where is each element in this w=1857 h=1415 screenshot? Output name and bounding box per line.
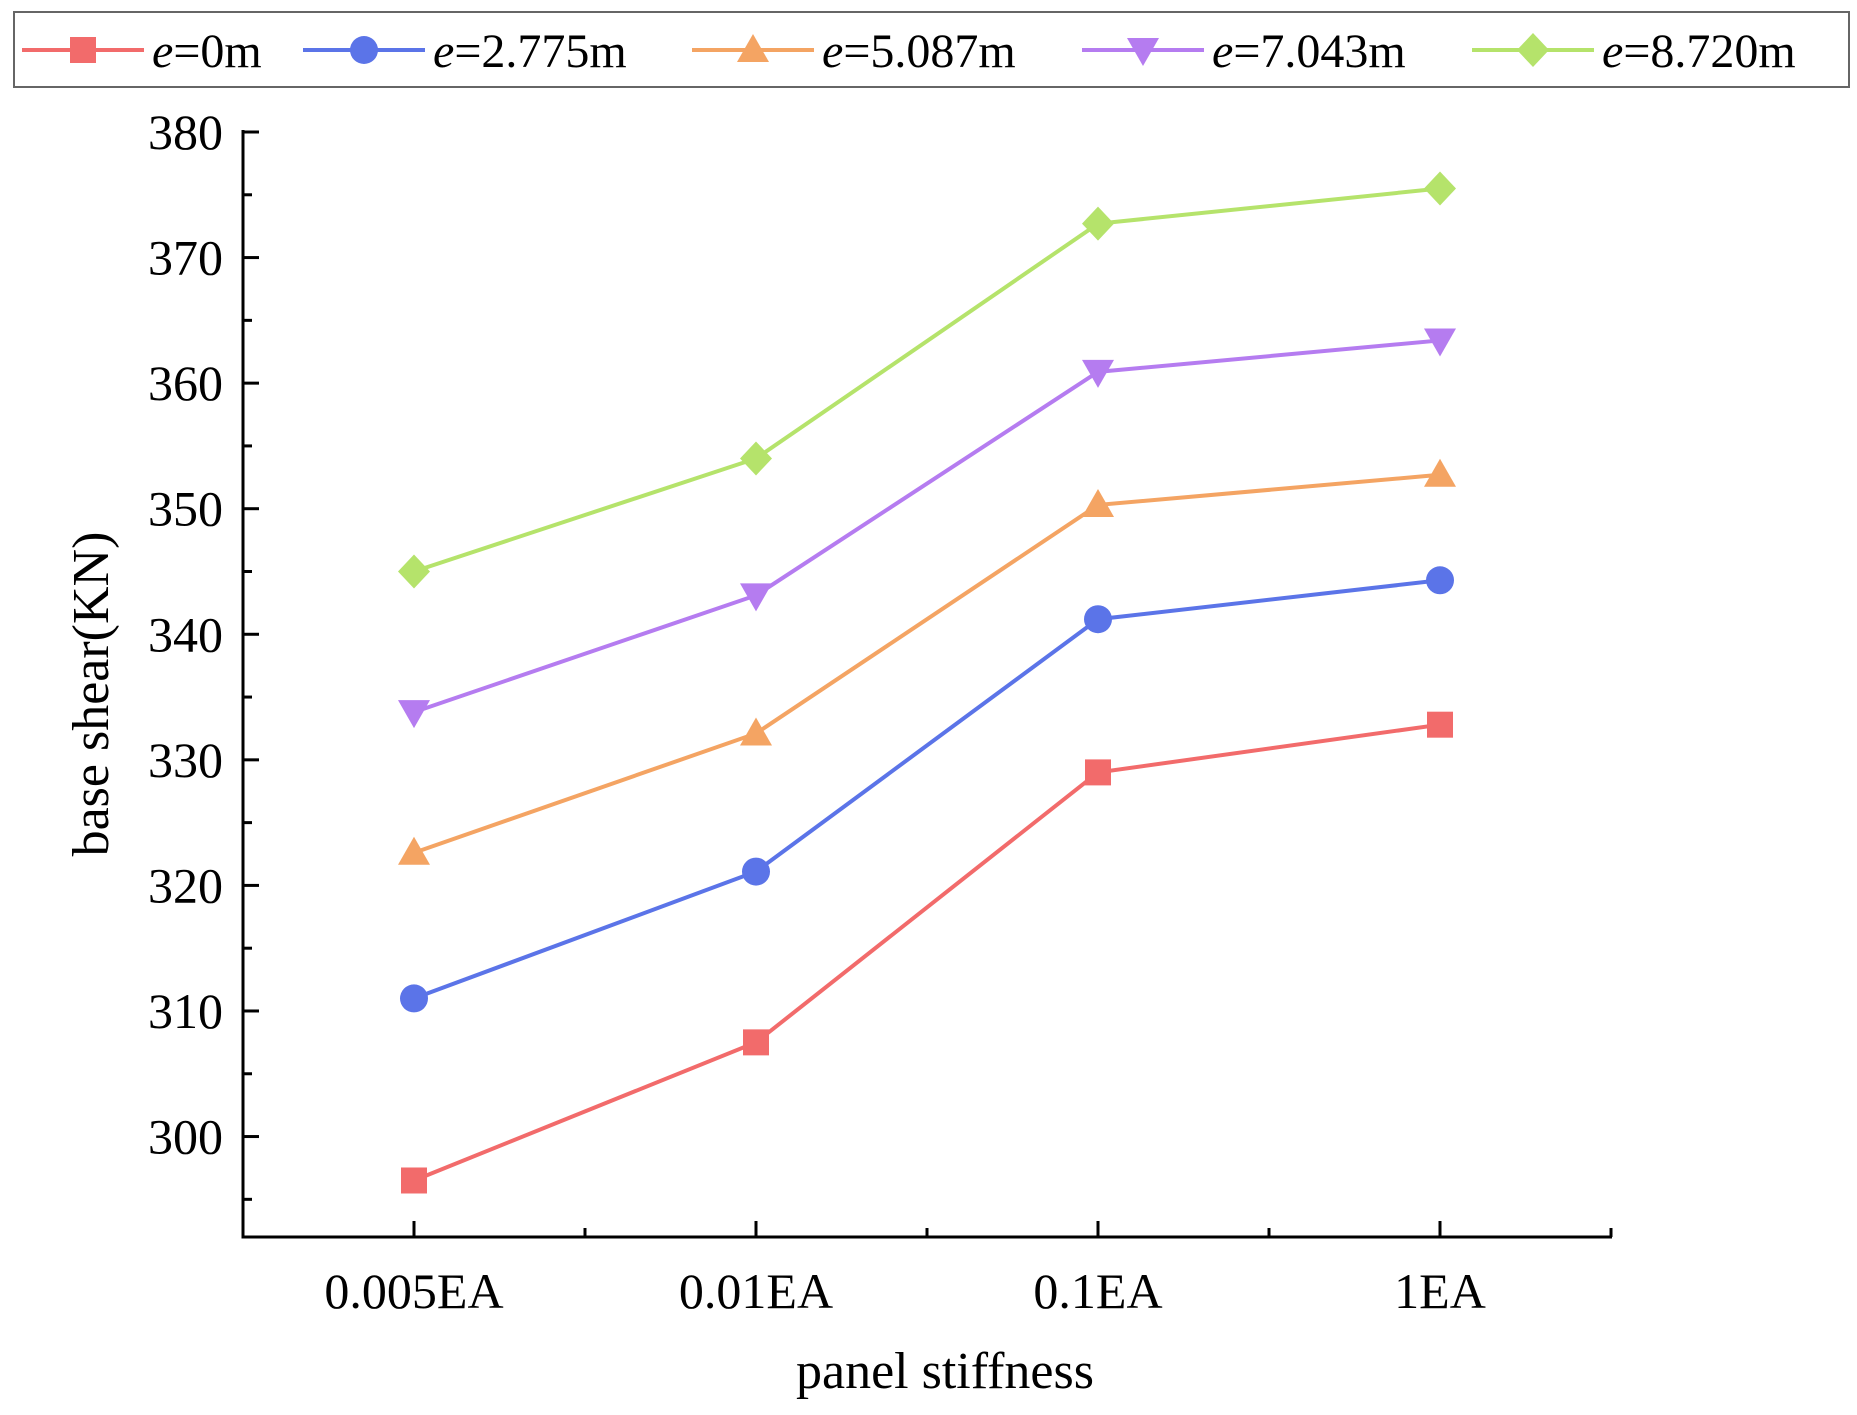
y-tick-label: 330 xyxy=(148,732,223,788)
legend-label-suffix: =8.720m xyxy=(1623,25,1795,78)
legend-entry: e=5.087m xyxy=(692,25,1016,78)
data-point xyxy=(1082,206,1114,241)
legend-marker xyxy=(1127,38,1159,66)
data-point xyxy=(1082,359,1114,388)
data-point xyxy=(740,583,772,612)
legend-label: e=8.720m xyxy=(1602,25,1796,78)
data-point xyxy=(1084,605,1112,634)
series-line xyxy=(413,472,1441,855)
legend-label-suffix: =7.043m xyxy=(1233,25,1405,78)
y-tick-label: 380 xyxy=(148,104,223,160)
data-point xyxy=(1085,759,1111,786)
legend-label-prefix: e xyxy=(822,25,843,78)
x-axis-title: panel stiffness xyxy=(796,1343,1094,1400)
legend-entry: e=2.775m xyxy=(303,25,627,78)
data-point xyxy=(1427,711,1453,738)
y-tick-label: 300 xyxy=(148,1109,223,1165)
data-point xyxy=(398,836,430,865)
x-tick-label: 0.01EA xyxy=(679,1263,833,1319)
series-line xyxy=(413,722,1441,1183)
y-tick-label: 350 xyxy=(148,481,223,537)
series-line xyxy=(413,578,1441,1001)
data-point xyxy=(398,700,430,729)
series-5 xyxy=(398,171,1456,589)
legend: e=0m e=2.775m e=5.087m e=7.043m e=8.720m xyxy=(13,11,1850,88)
axes: 300 310 320 330 340 350 360 370 380 0.005EA 0.01EA… xyxy=(148,104,1613,1319)
y-tick-label: 360 xyxy=(148,355,223,411)
legend-label: e=7.043m xyxy=(1212,25,1406,78)
legend-entry: e=7.043m xyxy=(1082,25,1406,78)
data-point xyxy=(1424,458,1456,487)
y-tick-label: 370 xyxy=(148,230,223,286)
legend-label-prefix: e xyxy=(1212,25,1233,78)
legend-label: e=5.087m xyxy=(822,25,1016,78)
legend-label-suffix: =0m xyxy=(173,25,261,78)
y-tick-label: 320 xyxy=(148,857,223,913)
data-point xyxy=(1424,328,1456,357)
series-2 xyxy=(400,566,1454,1013)
data-point xyxy=(1426,566,1454,595)
data-point xyxy=(401,1167,427,1194)
legend-label-suffix: =5.087m xyxy=(843,25,1015,78)
series-4 xyxy=(398,328,1456,729)
x-tick-label: 0.005EA xyxy=(324,1263,503,1319)
data-point xyxy=(1082,488,1114,517)
y-tick-label: 340 xyxy=(148,606,223,662)
legend-marker xyxy=(737,34,769,62)
legend-label-prefix: e xyxy=(433,25,454,78)
data-point xyxy=(398,554,430,589)
data-point xyxy=(742,857,770,886)
data-point xyxy=(1424,171,1456,206)
legend-label: e=0m xyxy=(152,25,262,78)
series-line xyxy=(413,186,1441,574)
series-3 xyxy=(398,458,1456,865)
data-point xyxy=(743,1029,769,1056)
series-layer xyxy=(398,171,1456,1194)
y-axis-title: base shear(KN) xyxy=(63,532,120,857)
x-tick-label: 0.1EA xyxy=(1033,1263,1162,1319)
data-point xyxy=(400,984,428,1013)
legend-label: e=2.775m xyxy=(433,25,627,78)
data-point xyxy=(740,717,772,746)
legend-label-suffix: =2.775m xyxy=(454,25,626,78)
legend-entry: e=0m xyxy=(22,25,262,78)
legend-marker xyxy=(70,37,96,63)
legend-marker xyxy=(1517,33,1549,67)
x-tick-label: 1EA xyxy=(1394,1263,1486,1319)
y-tick-label: 310 xyxy=(148,983,223,1039)
data-point xyxy=(740,441,772,476)
series-line xyxy=(413,338,1441,715)
legend-label-prefix: e xyxy=(1602,25,1623,78)
legend-label-prefix: e xyxy=(152,25,173,78)
series-1 xyxy=(401,711,1453,1194)
legend-marker xyxy=(350,36,378,64)
legend-entry: e=8.720m xyxy=(1472,25,1796,78)
